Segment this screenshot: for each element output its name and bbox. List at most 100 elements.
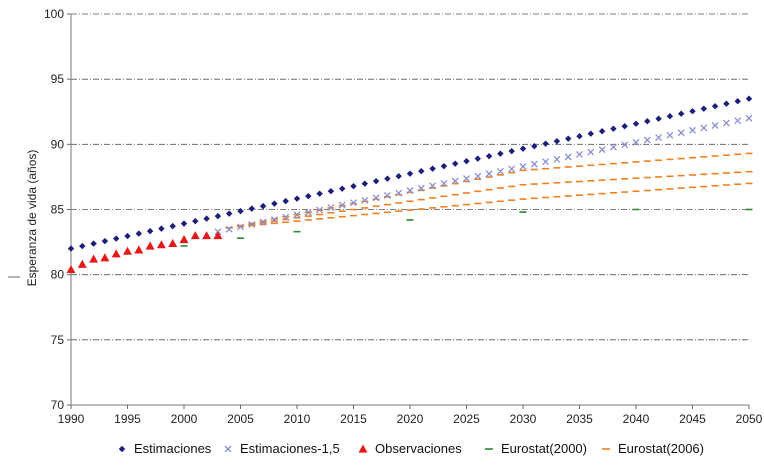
y-tick-label: 95 [51,72,65,86]
estimaciones-point [406,170,414,177]
y-tick-label: 90 [51,137,65,151]
estimaciones-point [180,220,188,227]
estimaciones-1-5-point-stroke [519,163,527,170]
estimaciones-point [666,113,674,120]
y-tick-label: 70 [51,398,65,412]
estimaciones-point [226,210,233,217]
chart-legend: Estimaciones Estimaciones-1,5 Observacione… [118,441,704,456]
estimaciones-point [384,175,391,182]
estimaciones-point [395,172,402,180]
estimaciones-1-5-point [327,204,335,211]
estimaciones-1-5-point [316,206,324,214]
estimaciones-1-5-point-stroke [553,155,561,163]
observaciones-point [145,241,155,250]
estimaciones-1-5-point [361,196,369,204]
y-tick-label: 85 [51,203,65,217]
estimaciones-point [124,232,131,240]
estimaciones-point [565,135,572,142]
estimaciones-point [734,98,741,105]
estimaciones-point [452,160,459,167]
estimaciones-1-5-point-stroke [316,206,324,214]
observaciones-point [77,259,87,268]
legend-marker-observaciones [358,444,368,453]
y-tick-labels: 70 75 80 85 90 95 100 [44,7,64,412]
estimaciones-point [745,95,753,102]
estimaciones-1-5-point [576,150,583,158]
estimaciones-1-5-point [598,146,606,154]
x-tick-label: 2010 [284,412,311,426]
series-eurostat-2000 [180,208,753,247]
observaciones-point [179,234,189,244]
legend-label: Eurostat(2000) [501,441,587,456]
estimaciones-1-5-point [711,122,719,129]
estimaciones-1-5-point-stroke [395,189,403,197]
estimaciones-1-5-point [474,172,482,180]
estimaciones-1-5-point-stroke [632,138,640,146]
estimaciones-1-5-point [689,126,696,134]
estimaciones-1-5-point-stroke [270,216,278,224]
estimaciones-point [158,225,165,232]
observaciones-point [89,254,99,263]
estimaciones-point [203,215,210,222]
estimaciones-1-5-point-stroke [485,170,493,178]
estimaciones-1-5-point [237,223,244,231]
observaciones-point [190,231,200,240]
legend-label: Eurostat(2006) [618,441,704,456]
estimaciones-1-5-point-stroke [327,204,335,211]
estimaciones-1-5-point-stroke [587,148,595,156]
estimaciones-1-5-point [519,163,527,170]
x-tick-label: 2040 [623,412,650,426]
legend-item: Observaciones [358,441,462,456]
estimaciones-1-5-point [440,179,448,187]
estimaciones-1-5-point [643,136,651,144]
estimaciones-1-5-point-stroke [225,225,233,233]
observaciones-point [66,264,76,274]
estimaciones-1-5-point [395,189,403,197]
estimaciones-point [485,152,493,160]
observaciones-point [123,246,132,255]
estimaciones-1-5-point-stroke [677,129,685,137]
estimaciones-1-5-point-stroke [598,146,606,154]
estimaciones-point [587,130,594,137]
estimaciones-1-5-point-stroke [734,117,742,125]
estimaciones-1-5-point [406,187,414,195]
estimaciones-1-5-point-stroke [417,184,425,192]
estimaciones-1-5-point [451,177,459,185]
estimaciones-1-5-point-stroke [530,160,538,168]
estimaciones-1-5-point [542,158,550,166]
estimaciones-1-5-point [304,208,312,216]
estimaciones-1-5-point [530,160,538,168]
estimaciones-1-5-point [587,148,595,156]
estimaciones-1-5-point [496,167,504,175]
estimaciones-point [146,227,154,235]
estimaciones-point [474,155,481,162]
estimaciones-point [372,177,380,185]
x-tick-label: 2025 [453,412,480,426]
estimaciones-point [429,165,436,172]
estimaciones-point [610,125,617,132]
legend-item: Eurostat(2006) [602,441,704,456]
estimaciones-point [293,195,301,202]
estimaciones-point [655,115,662,122]
estimaciones-1-5-point [621,141,629,149]
observaciones-point [134,245,144,254]
estimaciones-1-5-point [564,153,572,161]
estimaciones-point [214,212,222,220]
estimaciones-1-5-point [463,175,470,183]
legend-item: Eurostat(2000) [485,441,587,456]
estimaciones-1-5-point-stroke [689,126,696,134]
estimaciones-1-5-point-stroke [609,143,617,151]
estimaciones-1-5-point [270,216,278,224]
estimaciones-point [632,120,640,127]
x-tick-label: 1990 [58,412,85,426]
chart-marks [66,95,753,274]
x-tick-label: 2035 [566,412,593,426]
estimaciones-1-5-point-stroke [282,213,290,221]
observaciones-point [156,240,166,249]
estimaciones-1-5-point [745,114,753,122]
estimaciones-point [339,185,346,192]
estimaciones-1-5-point-stroke [621,141,629,149]
estimaciones-1-5-point [429,182,437,190]
estimaciones-point [350,182,357,190]
